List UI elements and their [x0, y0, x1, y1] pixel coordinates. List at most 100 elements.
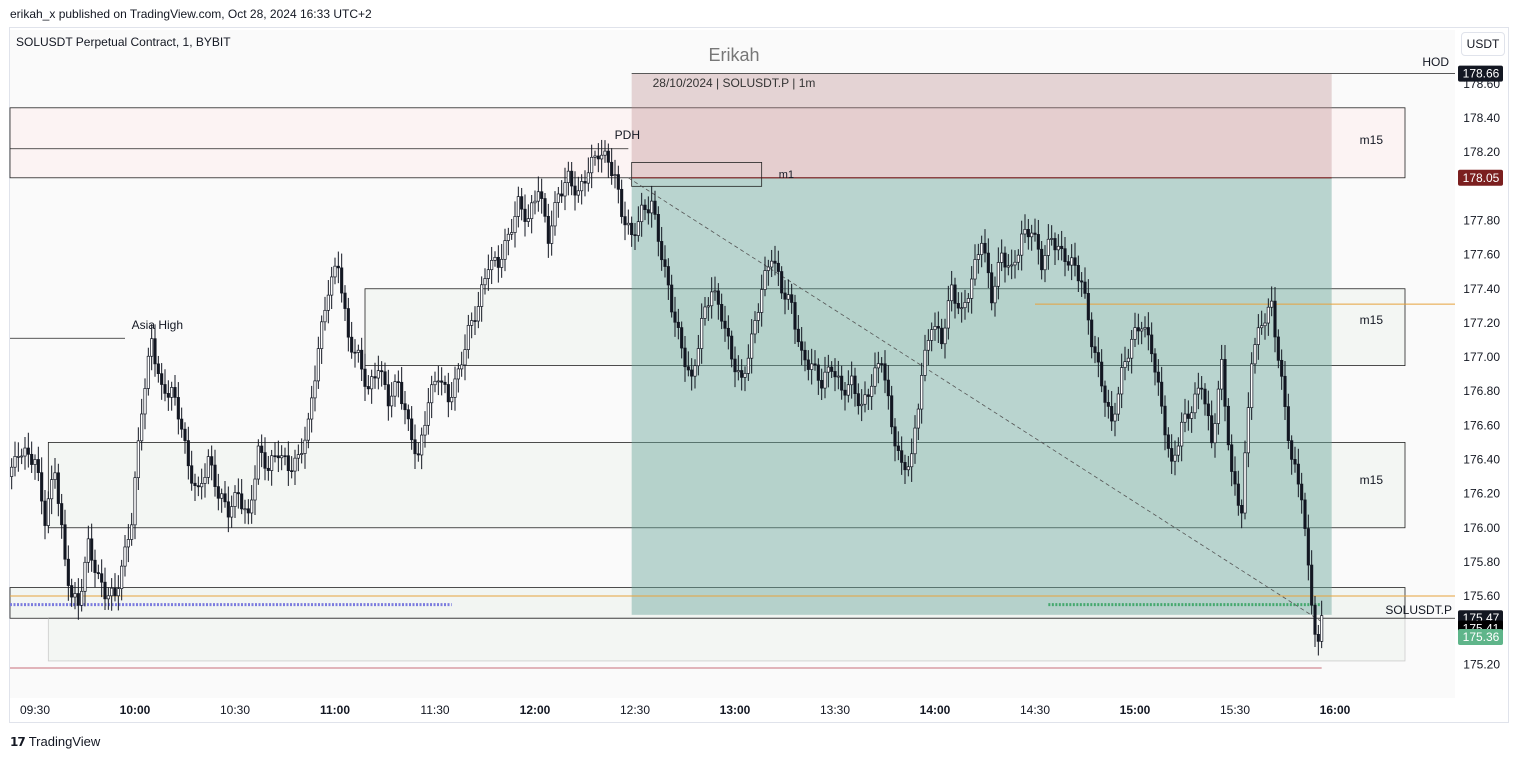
hod-label: HOD	[1422, 55, 1449, 69]
candle-body	[360, 349, 364, 370]
candle-body	[196, 485, 200, 488]
candle-body	[1216, 388, 1220, 424]
candle-body	[456, 368, 460, 380]
candle-body	[26, 447, 30, 455]
candle-body	[123, 546, 127, 567]
candle-body	[1003, 252, 1007, 268]
candle-body	[493, 256, 497, 261]
candle-body	[1116, 393, 1120, 415]
candle-body	[216, 486, 220, 499]
candle-body	[653, 200, 657, 215]
y-tick-label: 178.20	[1463, 145, 1500, 159]
x-tick-label: 09:30	[20, 703, 50, 717]
candle-body	[910, 453, 914, 468]
y-tick-label: 177.80	[1463, 213, 1500, 227]
candle-body	[1066, 261, 1070, 266]
y-tick-label: 178.40	[1463, 111, 1500, 125]
candle-body	[630, 222, 634, 236]
candle-body	[1143, 327, 1147, 330]
asia-high-label: Asia High	[132, 318, 183, 332]
candle-body	[836, 375, 840, 378]
candle-body	[1130, 338, 1134, 359]
candle-body	[273, 455, 277, 458]
candle-body	[170, 387, 174, 398]
candle-body	[470, 320, 474, 326]
candle-body	[970, 278, 974, 299]
candle-body	[690, 369, 694, 377]
candle-body	[23, 447, 27, 457]
candle-body	[353, 351, 357, 354]
candle-body	[266, 467, 270, 471]
candle-body	[1286, 406, 1290, 442]
candle-body	[1243, 452, 1247, 514]
candle-body	[746, 357, 750, 374]
candle-body	[70, 585, 74, 598]
candle-body	[976, 254, 980, 260]
candle-body	[1250, 363, 1254, 408]
candle-body	[676, 321, 680, 328]
candle-body	[336, 265, 340, 269]
candle-body	[1313, 604, 1317, 635]
candle-body	[1106, 402, 1110, 407]
candle-body	[1026, 229, 1030, 238]
candle-body	[1016, 254, 1020, 263]
candle-body	[1206, 403, 1210, 417]
candle-body	[43, 500, 47, 526]
candle-body	[723, 320, 727, 329]
footer-brand[interactable]: 𝟭𝟳 TradingView	[10, 734, 100, 749]
pdh-label: PDH	[615, 128, 640, 142]
candle-body	[496, 256, 500, 268]
candle-body	[1223, 359, 1227, 407]
candle-body	[1010, 264, 1014, 267]
candle-body	[1063, 248, 1067, 262]
candle-body	[1256, 327, 1260, 345]
symbol-line-label: SOLUSDT.P	[1385, 603, 1452, 617]
candle-body	[1093, 346, 1097, 353]
candle-body	[220, 493, 224, 499]
x-tick-label: 15:00	[1120, 703, 1151, 717]
candle-body	[30, 453, 34, 465]
candle-body	[583, 181, 587, 184]
candle-body	[156, 363, 160, 375]
candle-body	[643, 204, 647, 211]
candle-body	[1173, 454, 1177, 462]
candle-body	[596, 155, 600, 160]
candle-body	[980, 242, 984, 256]
candle-body	[386, 384, 390, 407]
candle-body	[33, 459, 37, 465]
candle-body	[820, 379, 824, 389]
candle-body	[73, 593, 77, 598]
candle-body	[620, 188, 624, 217]
candle-body	[83, 561, 87, 592]
candle-body	[766, 266, 770, 271]
x-tick-label: 11:00	[320, 703, 350, 717]
candle-body	[1283, 375, 1287, 407]
candle-body	[76, 593, 80, 606]
candle-body	[556, 193, 560, 203]
candle-body	[520, 196, 524, 210]
currency-button[interactable]: USDT	[1461, 32, 1505, 56]
candle-body	[896, 445, 900, 452]
candle-body	[13, 456, 17, 468]
candle-body	[626, 222, 630, 226]
candle-body	[606, 150, 610, 163]
candle-body	[380, 370, 384, 373]
candle-body	[580, 181, 584, 192]
candle-body	[860, 403, 864, 407]
candle-body	[756, 312, 760, 321]
candle-body	[916, 408, 920, 429]
y-tick-label: 177.00	[1463, 350, 1500, 364]
candle-body	[1073, 257, 1077, 266]
candle-body	[200, 483, 204, 488]
candle-body	[233, 492, 237, 507]
candle-body	[426, 402, 430, 426]
candle-body	[116, 588, 120, 597]
candle-body	[376, 370, 380, 379]
candle-body	[773, 260, 777, 264]
candle-body	[920, 375, 924, 410]
candle-body	[86, 538, 90, 563]
candle-body	[783, 292, 787, 300]
candle-body	[816, 364, 820, 381]
candle-body	[173, 387, 177, 398]
